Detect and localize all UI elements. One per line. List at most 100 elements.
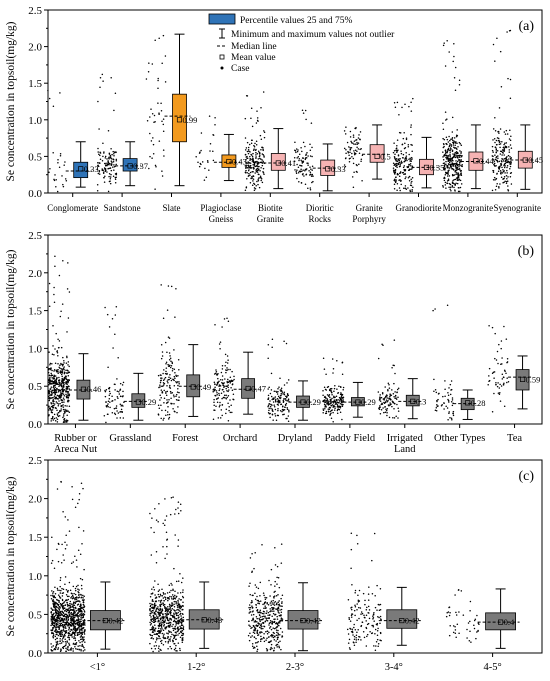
case-point xyxy=(225,412,227,415)
case-point xyxy=(105,162,107,165)
case-point xyxy=(286,407,288,409)
case-point xyxy=(251,619,253,622)
case-point xyxy=(248,606,250,609)
case-point xyxy=(351,628,354,630)
case-point xyxy=(79,620,82,623)
case-point xyxy=(169,606,172,609)
case-point xyxy=(256,648,259,651)
case-point xyxy=(351,152,353,155)
case-point xyxy=(498,160,501,163)
case-point xyxy=(56,548,58,551)
case-point xyxy=(263,131,266,133)
case-point xyxy=(394,178,396,180)
case-point xyxy=(404,103,406,105)
x-category-label: Tea xyxy=(507,433,522,444)
case-point xyxy=(54,630,57,632)
case-point xyxy=(78,610,80,612)
x-category-label: Rubber or xyxy=(54,433,97,444)
case-point xyxy=(443,402,445,405)
case-point xyxy=(164,619,167,621)
case-point xyxy=(52,396,54,399)
case-point xyxy=(159,605,162,608)
case-point xyxy=(165,402,168,404)
case-point xyxy=(253,167,255,170)
case-point xyxy=(394,163,396,166)
case-point xyxy=(460,151,462,153)
case-point xyxy=(57,363,59,365)
box-iqr xyxy=(73,161,89,179)
case-point xyxy=(247,146,250,149)
case-point xyxy=(58,394,61,397)
case-point xyxy=(167,622,170,624)
case-point xyxy=(397,407,399,409)
case-point xyxy=(60,346,63,349)
case-point xyxy=(298,170,301,173)
case-point xyxy=(59,623,62,626)
case-point xyxy=(57,617,60,619)
case-point xyxy=(60,368,63,370)
case-point xyxy=(274,585,276,587)
y-axis-label: Se concentration in topsoil(mg/kg) xyxy=(5,21,17,181)
case-point xyxy=(176,606,179,608)
case-point xyxy=(397,417,399,419)
case-point xyxy=(492,159,495,161)
case-point xyxy=(448,51,450,53)
case-point xyxy=(177,619,179,622)
case-point xyxy=(109,177,112,180)
case-point xyxy=(51,620,54,622)
case-point xyxy=(162,34,165,37)
case-point xyxy=(81,643,84,646)
case-point xyxy=(54,348,56,350)
case-point xyxy=(58,376,60,379)
case-point xyxy=(47,397,50,399)
case-point xyxy=(84,649,86,651)
case-point xyxy=(444,184,447,186)
case-point xyxy=(510,183,513,185)
case-point xyxy=(59,650,62,653)
case-point xyxy=(394,171,397,174)
case-point xyxy=(51,646,53,648)
case-point xyxy=(162,317,165,319)
case-point xyxy=(492,128,495,130)
case-point xyxy=(272,410,274,413)
case-point xyxy=(109,401,111,403)
case-point xyxy=(71,597,74,600)
case-point xyxy=(403,168,405,171)
case-point xyxy=(247,634,250,637)
case-point xyxy=(381,402,383,405)
case-point xyxy=(247,175,250,177)
case-point xyxy=(328,406,331,409)
mean-label: 0.49 xyxy=(196,382,211,392)
case-point xyxy=(179,591,182,594)
case-point xyxy=(447,392,449,394)
case-point xyxy=(495,177,498,180)
case-point xyxy=(461,163,463,166)
case-point xyxy=(177,375,179,377)
case-point xyxy=(311,173,314,176)
case-point xyxy=(257,183,259,186)
case-point xyxy=(176,609,178,611)
case-point xyxy=(59,610,62,613)
case-point xyxy=(214,394,216,397)
case-point xyxy=(269,392,272,395)
case-point xyxy=(56,351,59,354)
case-point xyxy=(507,176,509,178)
case-point xyxy=(330,402,332,405)
case-point xyxy=(74,620,77,622)
case-point xyxy=(166,309,169,311)
case-point xyxy=(500,163,503,166)
case-point xyxy=(158,140,161,142)
case-point xyxy=(277,611,280,613)
legend-mean: Mean value xyxy=(231,53,276,63)
case-point xyxy=(167,636,169,638)
case-point xyxy=(167,365,170,367)
case-point xyxy=(377,627,379,630)
case-point xyxy=(51,406,54,408)
case-point xyxy=(52,389,54,392)
case-point xyxy=(149,624,152,626)
case-point xyxy=(68,393,71,395)
case-point xyxy=(280,397,282,399)
case-point xyxy=(169,357,172,359)
case-point xyxy=(442,137,444,140)
case-point xyxy=(80,614,83,617)
